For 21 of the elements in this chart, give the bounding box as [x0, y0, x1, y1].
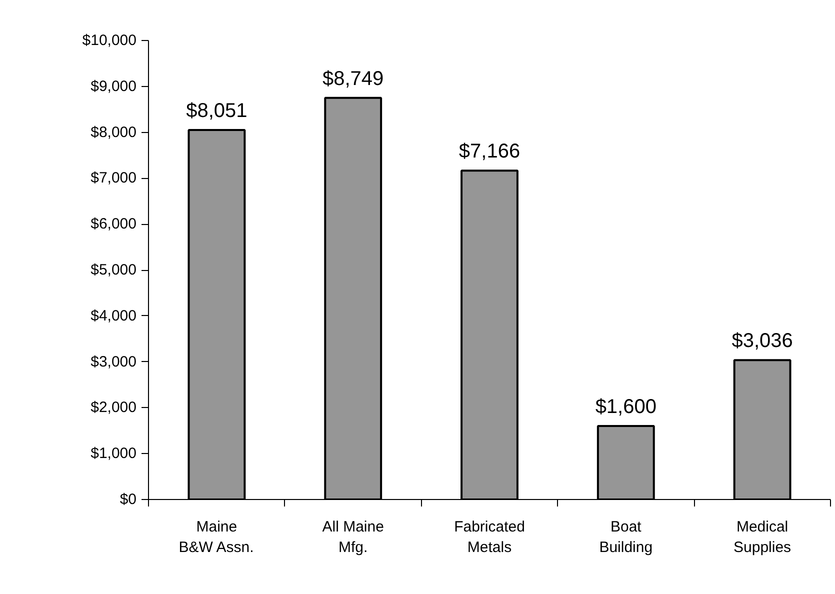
y-tick-label: $7,000 [90, 170, 137, 187]
data-label: $1,600 [595, 396, 656, 418]
y-tick-label: $1,000 [90, 445, 137, 462]
y-tick-label: $9,000 [90, 78, 137, 95]
y-tick-label: $5,000 [90, 262, 137, 278]
y-tick-label: $0 [120, 491, 137, 508]
x-tick-label: Medical Supplies [734, 518, 792, 556]
data-label: $8,749 [322, 68, 384, 90]
x-tick-label: Fabricated Metals [454, 518, 525, 556]
y-tick-label: $6,000 [90, 216, 137, 233]
x-tick-label: All Maine Mfg. [322, 518, 384, 556]
y-tick-label: $3,000 [90, 353, 137, 370]
y-tick-label: $4,000 [90, 307, 137, 324]
y-tick-label: $2,000 [90, 399, 137, 416]
data-label: $3,036 [732, 330, 793, 352]
data-label: $8,051 [186, 100, 248, 122]
x-tick-label: Boat Building [599, 518, 653, 556]
data-label: $7,166 [458, 140, 520, 163]
y-tick-label: $8,000 [90, 124, 137, 141]
y-tick-label: $10,000 [82, 32, 137, 49]
x-tick-label: Maine B&W Assn. [178, 518, 254, 556]
